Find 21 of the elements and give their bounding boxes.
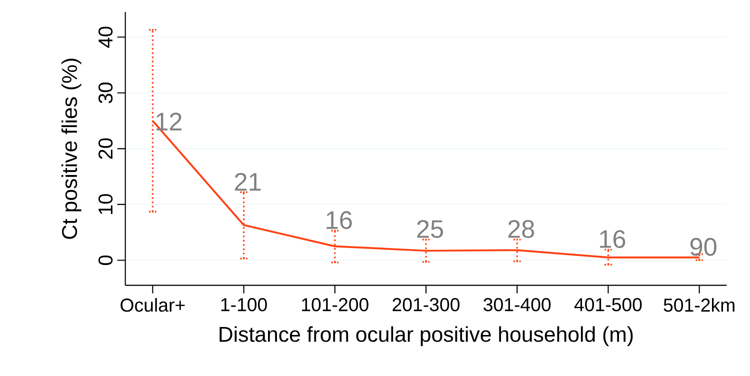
x-tick-label: 501-2km bbox=[664, 298, 734, 312]
annotation: 16 bbox=[600, 230, 626, 248]
x-tick-label: 301-400 bbox=[484, 298, 551, 312]
y-axis-title: Ct positive flies (%) bbox=[61, 58, 82, 239]
x-tick-label: Ocular+ bbox=[120, 298, 185, 312]
x-axis-title: Distance from ocular positive household (m) bbox=[220, 326, 633, 346]
y-tick-label: 20 bbox=[98, 138, 113, 159]
annotation: 28 bbox=[508, 220, 534, 238]
x-tick-label: 401-500 bbox=[574, 298, 642, 312]
x-tick-label: 201-300 bbox=[392, 298, 460, 312]
x-tick-label: 101-200 bbox=[302, 298, 368, 312]
y-tick-label: 40 bbox=[98, 26, 113, 48]
annotation: 12 bbox=[156, 112, 182, 130]
y-tick-label: 10 bbox=[98, 194, 113, 214]
x-tick-label: 1-100 bbox=[221, 298, 267, 312]
y-tick-label: 30 bbox=[98, 82, 113, 104]
y-tick-label: 0 bbox=[98, 255, 113, 266]
annotation: 25 bbox=[417, 220, 444, 238]
annotation: 90 bbox=[690, 238, 716, 256]
annotation: 16 bbox=[326, 211, 352, 230]
annotation: 21 bbox=[234, 172, 261, 191]
